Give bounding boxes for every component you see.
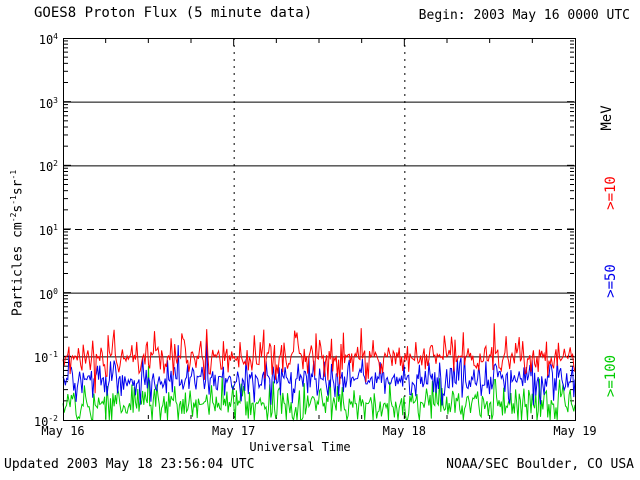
threshold-label-10: >=10 [603, 176, 619, 210]
threshold-label-50: >=50 [603, 264, 619, 298]
credit-label: NOAA/SEC Boulder, CO USA [446, 457, 634, 472]
y-tick-label: 10-1 [33, 350, 58, 366]
x-tick-label: May 19 [553, 424, 597, 438]
x-axis-label: Universal Time [249, 440, 351, 454]
y-tick-label: 103 [38, 95, 58, 111]
y-tick-label: 10-2 [33, 414, 58, 429]
flux-series-10 [62, 323, 576, 394]
chart-title: GOES8 Proton Flux (5 minute data) [34, 5, 313, 21]
begin-time-label: Begin: 2003 May 16 0000 UTC [418, 8, 630, 23]
x-tick-label: May 17 [211, 424, 256, 438]
y-tick-label: 100 [38, 286, 58, 302]
flux-series-50 [62, 334, 576, 406]
y-tick-label: 102 [38, 159, 58, 175]
updated-timestamp: Updated 2003 May 18 23:56:04 UTC [4, 457, 255, 472]
x-tick-label: May 18 [382, 424, 426, 438]
y-axis-label-text: sr [10, 179, 26, 196]
plot-frame [63, 38, 576, 421]
y-tick-label: 101 [38, 223, 58, 238]
flux-series-100 [62, 365, 576, 422]
x-tick-label: May 16 [41, 424, 85, 438]
y-axis-exp: -1 [9, 195, 18, 205]
y-tick-label: 104 [38, 32, 58, 47]
threshold-label-100: >=100 [603, 354, 619, 398]
y-axis-label-text: s [10, 204, 26, 213]
